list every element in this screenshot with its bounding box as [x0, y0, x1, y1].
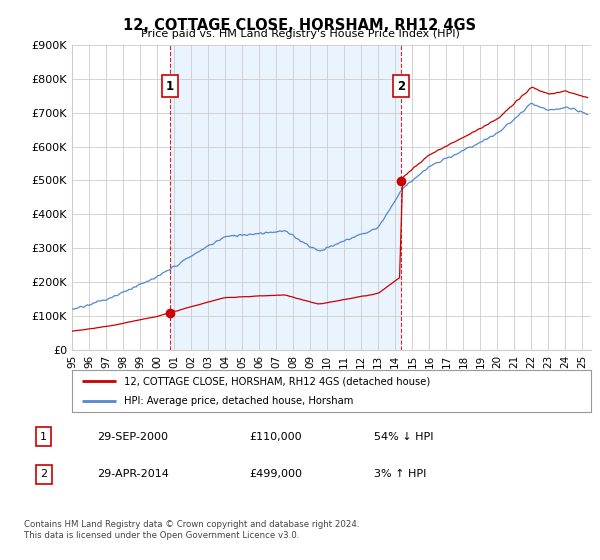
Text: 2: 2	[397, 80, 405, 92]
Text: Contains HM Land Registry data © Crown copyright and database right 2024.: Contains HM Land Registry data © Crown c…	[24, 520, 359, 529]
Text: 12, COTTAGE CLOSE, HORSHAM, RH12 4GS (detached house): 12, COTTAGE CLOSE, HORSHAM, RH12 4GS (de…	[124, 376, 430, 386]
Text: This data is licensed under the Open Government Licence v3.0.: This data is licensed under the Open Gov…	[24, 531, 299, 540]
Text: 54% ↓ HPI: 54% ↓ HPI	[374, 432, 433, 442]
Text: 29-APR-2014: 29-APR-2014	[97, 469, 169, 479]
Text: HPI: Average price, detached house, Horsham: HPI: Average price, detached house, Hors…	[124, 396, 353, 405]
Text: 12, COTTAGE CLOSE, HORSHAM, RH12 4GS: 12, COTTAGE CLOSE, HORSHAM, RH12 4GS	[124, 18, 476, 33]
Text: 3% ↑ HPI: 3% ↑ HPI	[374, 469, 426, 479]
Text: £110,000: £110,000	[250, 432, 302, 442]
Bar	[170, 45, 401, 350]
Text: Price paid vs. HM Land Registry's House Price Index (HPI): Price paid vs. HM Land Registry's House …	[140, 29, 460, 39]
Text: 1: 1	[40, 432, 47, 442]
Text: 1: 1	[166, 80, 174, 92]
Text: £499,000: £499,000	[250, 469, 302, 479]
Text: 2: 2	[40, 469, 47, 479]
Text: 29-SEP-2000: 29-SEP-2000	[97, 432, 169, 442]
